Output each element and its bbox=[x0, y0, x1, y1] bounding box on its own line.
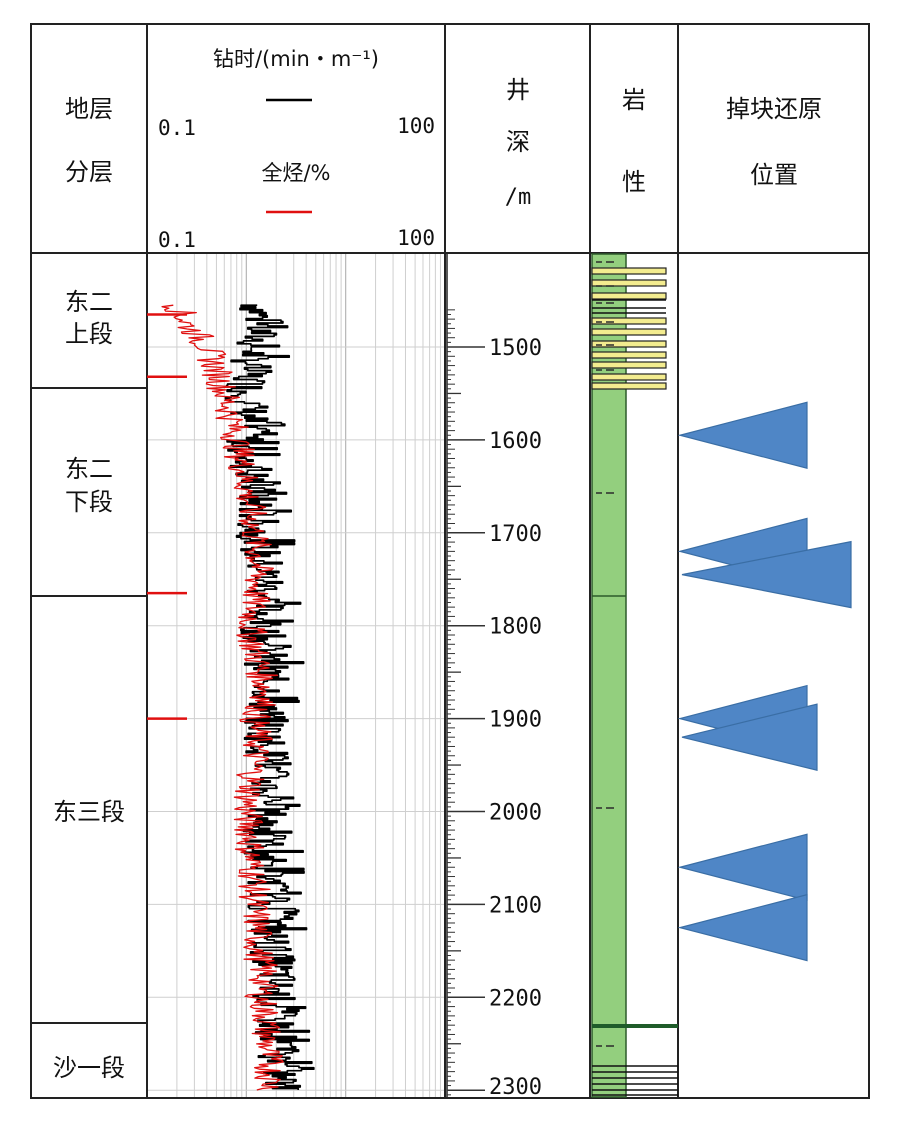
depth-header-2: 深 bbox=[506, 128, 530, 156]
total-hc-curve bbox=[161, 304, 284, 1091]
depth-header-3: /m bbox=[505, 185, 532, 210]
lithology-column bbox=[591, 253, 678, 1098]
sandstone-bed bbox=[591, 267, 667, 275]
sandstone-bed bbox=[591, 292, 667, 300]
depth-tick-label: 2300 bbox=[489, 1075, 542, 1100]
sandstone-bed bbox=[591, 373, 667, 381]
depth-tick-label: 2100 bbox=[489, 893, 542, 918]
lith-header-2: 性 bbox=[622, 168, 646, 196]
sandstone-bed bbox=[591, 340, 667, 348]
depth-tick-label: 2000 bbox=[489, 801, 542, 826]
strata-dong2-upper-l1: 东二 bbox=[65, 288, 113, 316]
sandstone-bed bbox=[591, 382, 667, 390]
sandstone-bed bbox=[591, 279, 667, 287]
lith-header-1: 岩 bbox=[622, 86, 646, 114]
cavings-triangle bbox=[677, 893, 808, 962]
strata-dong3: 东三段 bbox=[53, 798, 125, 826]
total-hc-min: 0.1 bbox=[158, 228, 196, 252]
table-frame bbox=[30, 23, 870, 1099]
strata-dong2-lower-l1: 东二 bbox=[65, 455, 113, 483]
total-hc-max: 100 bbox=[397, 226, 435, 250]
cavings-header-1: 掉块还原 bbox=[726, 95, 822, 123]
strata-dong2-upper-l2: 上段 bbox=[65, 320, 113, 348]
cavings-triangle bbox=[677, 401, 808, 470]
strata-sha1: 沙一段 bbox=[53, 1054, 125, 1082]
sandstone-bed bbox=[591, 328, 667, 336]
cavings-triangle bbox=[677, 833, 808, 902]
depth-scale: 1500 1600 1700 1800 1900 2000 2100 2200 2300 bbox=[446, 254, 542, 1100]
strata-boundaries bbox=[31, 387, 147, 1024]
drill-time-min: 0.1 bbox=[158, 116, 196, 140]
mudstone-green bbox=[591, 253, 627, 1098]
depth-header-1: 井 bbox=[506, 76, 530, 104]
strata-header-line2: 分层 bbox=[65, 158, 113, 186]
strata-header-line1: 地层 bbox=[65, 95, 113, 123]
depth-tick-label: 1800 bbox=[489, 615, 542, 640]
total-hc-label: 全烃/% bbox=[261, 161, 330, 185]
depth-tick-label: 1700 bbox=[489, 522, 542, 547]
depth-tick-label: 1600 bbox=[489, 429, 542, 454]
sandstone-bed bbox=[591, 361, 667, 369]
depth-tick-label: 1500 bbox=[489, 336, 542, 361]
log-curves bbox=[147, 304, 315, 1091]
cavings-header-2: 位置 bbox=[750, 161, 798, 189]
cavings-markers bbox=[677, 401, 852, 962]
sandstone-bed bbox=[591, 351, 667, 359]
log-grid bbox=[147, 254, 445, 1097]
cavings-triangle bbox=[681, 540, 852, 609]
drill-time-label: 钻时/(min・m⁻¹) bbox=[213, 47, 379, 71]
depth-tick-label: 2200 bbox=[489, 986, 542, 1011]
drill-time-max: 100 bbox=[397, 114, 435, 138]
depth-tick-label: 1900 bbox=[489, 708, 542, 733]
strata-dong2-lower-l2: 下段 bbox=[65, 488, 113, 516]
sandstone-bed bbox=[591, 317, 667, 325]
cavings-triangle bbox=[681, 703, 818, 771]
